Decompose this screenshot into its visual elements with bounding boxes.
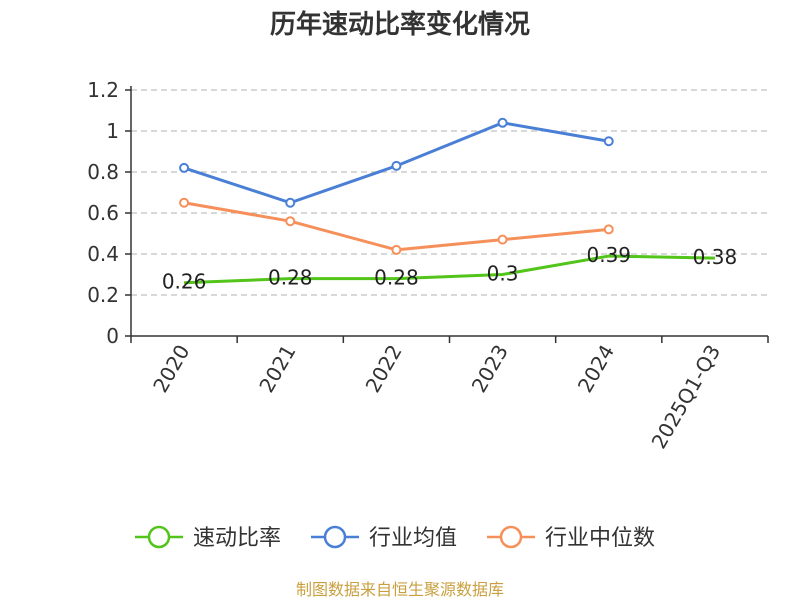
x-tick-label: 2021 <box>254 341 300 397</box>
x-tick-label: 2020 <box>148 341 194 397</box>
legend-marker-icon <box>147 525 171 549</box>
data-label: 0.39 <box>586 243 631 267</box>
series-marker <box>179 197 190 208</box>
legend-item-3: 行业中位数 <box>487 525 655 551</box>
series-marker <box>497 117 508 128</box>
legend-item-2: 行业均值 <box>311 525 457 551</box>
grid-lines <box>131 89 768 296</box>
data-label: 0.28 <box>268 266 313 290</box>
x-tick-label: 2023 <box>467 341 513 397</box>
y-tick-label: 1.2 <box>87 78 119 102</box>
series-marker <box>179 162 190 173</box>
legend-label: 行业均值 <box>369 526 457 551</box>
axes: 0 0.2 0.4 0.6 0.8 1 1.2 2020 2021 2022 2023 2024 202… <box>87 78 769 453</box>
data-label: 0.26 <box>162 270 207 294</box>
legend-marker-icon <box>323 525 347 549</box>
data-label: 0.38 <box>693 245 738 269</box>
series-marker <box>391 160 402 171</box>
y-tick-label: 0.2 <box>87 283 119 307</box>
series-line-1 <box>184 254 715 285</box>
y-tick-label: 1 <box>106 119 119 143</box>
y-tick-label: 0.8 <box>87 160 119 184</box>
y-tick-label: 0.4 <box>87 242 119 266</box>
legend-label: 速动比率 <box>193 526 281 551</box>
x-tick-label: 2024 <box>573 341 619 397</box>
legend: 速动比率 行业均值 行业中位数 <box>135 525 655 551</box>
chart-title: 历年速动比率变化情况 <box>269 10 530 40</box>
series-marker <box>603 136 614 147</box>
y-tick-label: 0.6 <box>87 201 119 225</box>
y-tick-label: 0 <box>106 324 119 348</box>
legend-item-1: 速动比率 <box>135 525 281 551</box>
legend-marker-icon <box>499 525 523 549</box>
source-note: 制图数据来自恒生聚源数据库 <box>295 580 504 599</box>
x-tick-label: 2022 <box>361 341 407 397</box>
series-marker <box>285 216 296 227</box>
series-marker <box>603 224 614 235</box>
series-marker <box>391 244 402 255</box>
x-tick-label: 2025Q1-Q3 <box>647 341 726 453</box>
series-line-3 <box>183 201 609 252</box>
data-label: 0.28 <box>374 266 419 290</box>
series-marker <box>285 197 296 208</box>
series-marker <box>497 234 508 245</box>
data-label: 0.3 <box>487 262 519 286</box>
series-lines <box>179 117 715 285</box>
legend-label: 行业中位数 <box>545 526 655 551</box>
data-labels: 0.26 0.28 0.28 0.3 0.39 0.38 <box>162 243 737 294</box>
